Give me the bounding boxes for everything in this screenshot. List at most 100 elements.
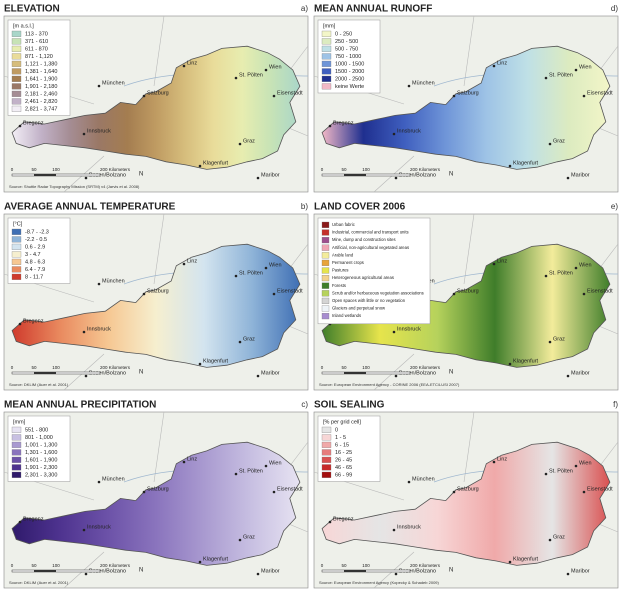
city-marker bbox=[82, 528, 86, 532]
city-label: Bozen/Bolzano bbox=[399, 172, 436, 178]
legend-swatch bbox=[11, 464, 22, 471]
city-label: Innsbruck bbox=[397, 326, 421, 332]
city-label: Wien bbox=[269, 262, 282, 268]
city-marker bbox=[544, 274, 548, 278]
legend-label: 551 - 800 bbox=[25, 427, 48, 433]
scale-bar-fill bbox=[34, 570, 56, 572]
city-marker bbox=[256, 572, 260, 576]
legend-swatch bbox=[11, 90, 22, 97]
scale-label: 200 Kilometers bbox=[410, 563, 441, 568]
city-label: Salzburg bbox=[457, 90, 479, 96]
legend-swatch bbox=[11, 251, 22, 258]
city-label: St. Pölten bbox=[239, 270, 263, 276]
city-label: Wien bbox=[579, 460, 592, 466]
neighbor-border bbox=[313, 411, 619, 589]
legend-swatch bbox=[11, 83, 22, 90]
legend-label: 1,901 - 2,300 bbox=[25, 465, 57, 471]
city-label: Bozen/Bolzano bbox=[399, 370, 436, 376]
legend-swatch bbox=[321, 229, 330, 236]
legend-label: 1,901 - 2,180 bbox=[25, 84, 57, 90]
city-label: Bozen/Bolzano bbox=[89, 568, 126, 574]
source-note: Source: Shuttle Radar Topography Mission… bbox=[9, 184, 140, 189]
city-marker bbox=[97, 84, 101, 88]
city-label: Linz bbox=[497, 456, 507, 462]
city-marker bbox=[18, 322, 22, 326]
legend-swatch bbox=[321, 45, 332, 52]
scale-label: 0 bbox=[321, 167, 324, 172]
city-label: Maribor bbox=[261, 172, 280, 178]
austria-region bbox=[321, 243, 611, 368]
city-label: Klagenfurt bbox=[513, 556, 539, 562]
legend-label: Inland wetlands bbox=[332, 313, 361, 318]
legend-swatch bbox=[11, 75, 22, 82]
legend-label: 1,641 - 1,900 bbox=[25, 76, 57, 82]
legend-label: 2000 - 2500 bbox=[335, 76, 364, 82]
city-label: Klagenfurt bbox=[203, 160, 229, 166]
city-label: Eisenstadt bbox=[587, 90, 613, 96]
legend-title: [mm] bbox=[323, 23, 336, 29]
legend-swatch bbox=[321, 68, 332, 75]
city-label: Maribor bbox=[571, 172, 590, 178]
legend-swatch bbox=[321, 237, 330, 244]
city-marker bbox=[264, 68, 268, 72]
legend-swatch bbox=[321, 434, 332, 441]
city-marker bbox=[452, 490, 456, 494]
city-marker bbox=[548, 538, 552, 542]
legend-label: -8.7 - -2.3 bbox=[25, 229, 49, 235]
city-label: Klagenfurt bbox=[203, 358, 229, 364]
legend-label: Heterogeneous agricultural areas bbox=[332, 275, 394, 280]
city-label: Maribor bbox=[261, 370, 280, 376]
panel-title: MEAN ANNUAL RUNOFF bbox=[314, 4, 432, 15]
north-arrow: N bbox=[139, 370, 143, 376]
legend-label: 0 bbox=[335, 427, 338, 433]
city-marker bbox=[142, 490, 146, 494]
scale-bar-fill bbox=[344, 372, 366, 374]
source-note: Source: European Environment Agency - CO… bbox=[319, 382, 460, 387]
city-marker bbox=[392, 330, 396, 334]
north-arrow: N bbox=[449, 370, 453, 376]
legend-title: [m a.s.l.] bbox=[13, 23, 34, 29]
scale-label: 0 bbox=[321, 365, 324, 370]
scale-label: 100 bbox=[52, 563, 60, 568]
city-label: Innsbruck bbox=[397, 524, 421, 530]
city-label: Linz bbox=[187, 258, 197, 264]
legend-label: 1500 - 2000 bbox=[335, 69, 364, 75]
scale-label: 0 bbox=[11, 563, 14, 568]
city-marker bbox=[492, 262, 496, 266]
city-label: Innsbruck bbox=[87, 524, 111, 530]
legend-swatch bbox=[11, 456, 22, 463]
city-marker bbox=[544, 472, 548, 476]
scale-label: 100 bbox=[362, 563, 370, 568]
city-label: Maribor bbox=[261, 568, 280, 574]
scale-label: 100 bbox=[52, 167, 60, 172]
city-marker bbox=[544, 76, 548, 80]
scale-bar-fill bbox=[344, 174, 366, 176]
legend-swatch bbox=[11, 45, 22, 52]
austria-region bbox=[11, 45, 301, 170]
legend-swatch bbox=[321, 297, 330, 304]
legend-swatch bbox=[11, 236, 22, 243]
legend-label: 1,301 - 1,600 bbox=[25, 450, 57, 456]
city-marker bbox=[566, 374, 570, 378]
city-label: Bozen/Bolzano bbox=[89, 370, 126, 376]
legend-label: Mine, dump and construction sites bbox=[332, 237, 396, 242]
source-note: Source: DKLIM (Auer et al. 2001) bbox=[9, 580, 69, 585]
legend-label: Arable land bbox=[332, 252, 354, 257]
city-marker bbox=[508, 362, 512, 366]
legend-label: Forests bbox=[332, 283, 346, 288]
city-label: Graz bbox=[243, 138, 255, 144]
city-label: Klagenfurt bbox=[513, 160, 539, 166]
legend-label: 500 - 750 bbox=[335, 46, 358, 52]
city-label: München bbox=[102, 80, 125, 86]
legend-label: -2.2 - 0.5 bbox=[25, 237, 47, 243]
legend-swatch bbox=[11, 426, 22, 433]
panel-title: MEAN ANNUAL PRECIPITATION bbox=[4, 400, 156, 411]
panel-title: ELEVATION bbox=[4, 4, 60, 15]
city-label: Salzburg bbox=[147, 90, 169, 96]
city-label: Klagenfurt bbox=[203, 556, 229, 562]
legend-label: 2,181 - 2,460 bbox=[25, 91, 57, 97]
scale-label: 200 Kilometers bbox=[100, 167, 131, 172]
city-marker bbox=[182, 460, 186, 464]
scale-label: 50 bbox=[31, 167, 37, 172]
legend-label: 1,601 - 1,900 bbox=[25, 457, 57, 463]
